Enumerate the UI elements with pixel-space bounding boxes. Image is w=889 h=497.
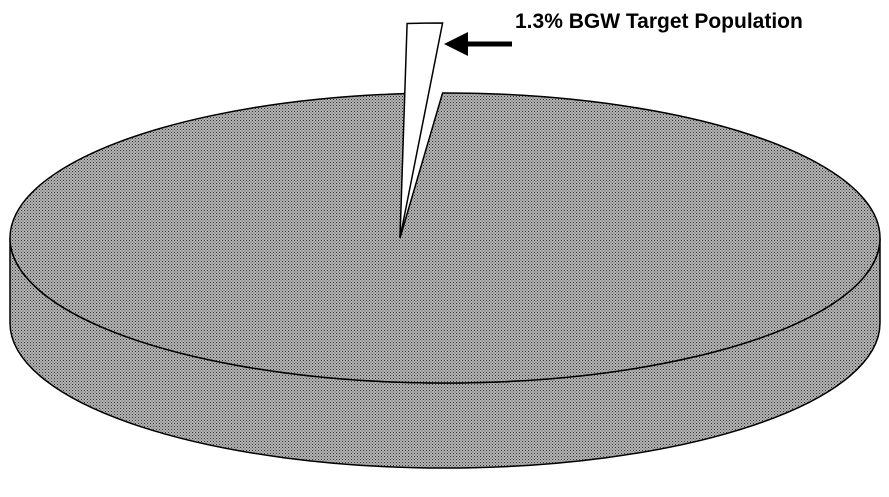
slice-label: 1.3% BGW Target Population [515, 10, 803, 33]
value-label: 1.3% [515, 10, 563, 33]
pie-slice [9, 92, 881, 384]
arrow-head [444, 32, 468, 56]
pie [9, 22, 881, 469]
exploded-slice [399, 22, 444, 239]
category-label: BGW Target Population [569, 10, 803, 33]
